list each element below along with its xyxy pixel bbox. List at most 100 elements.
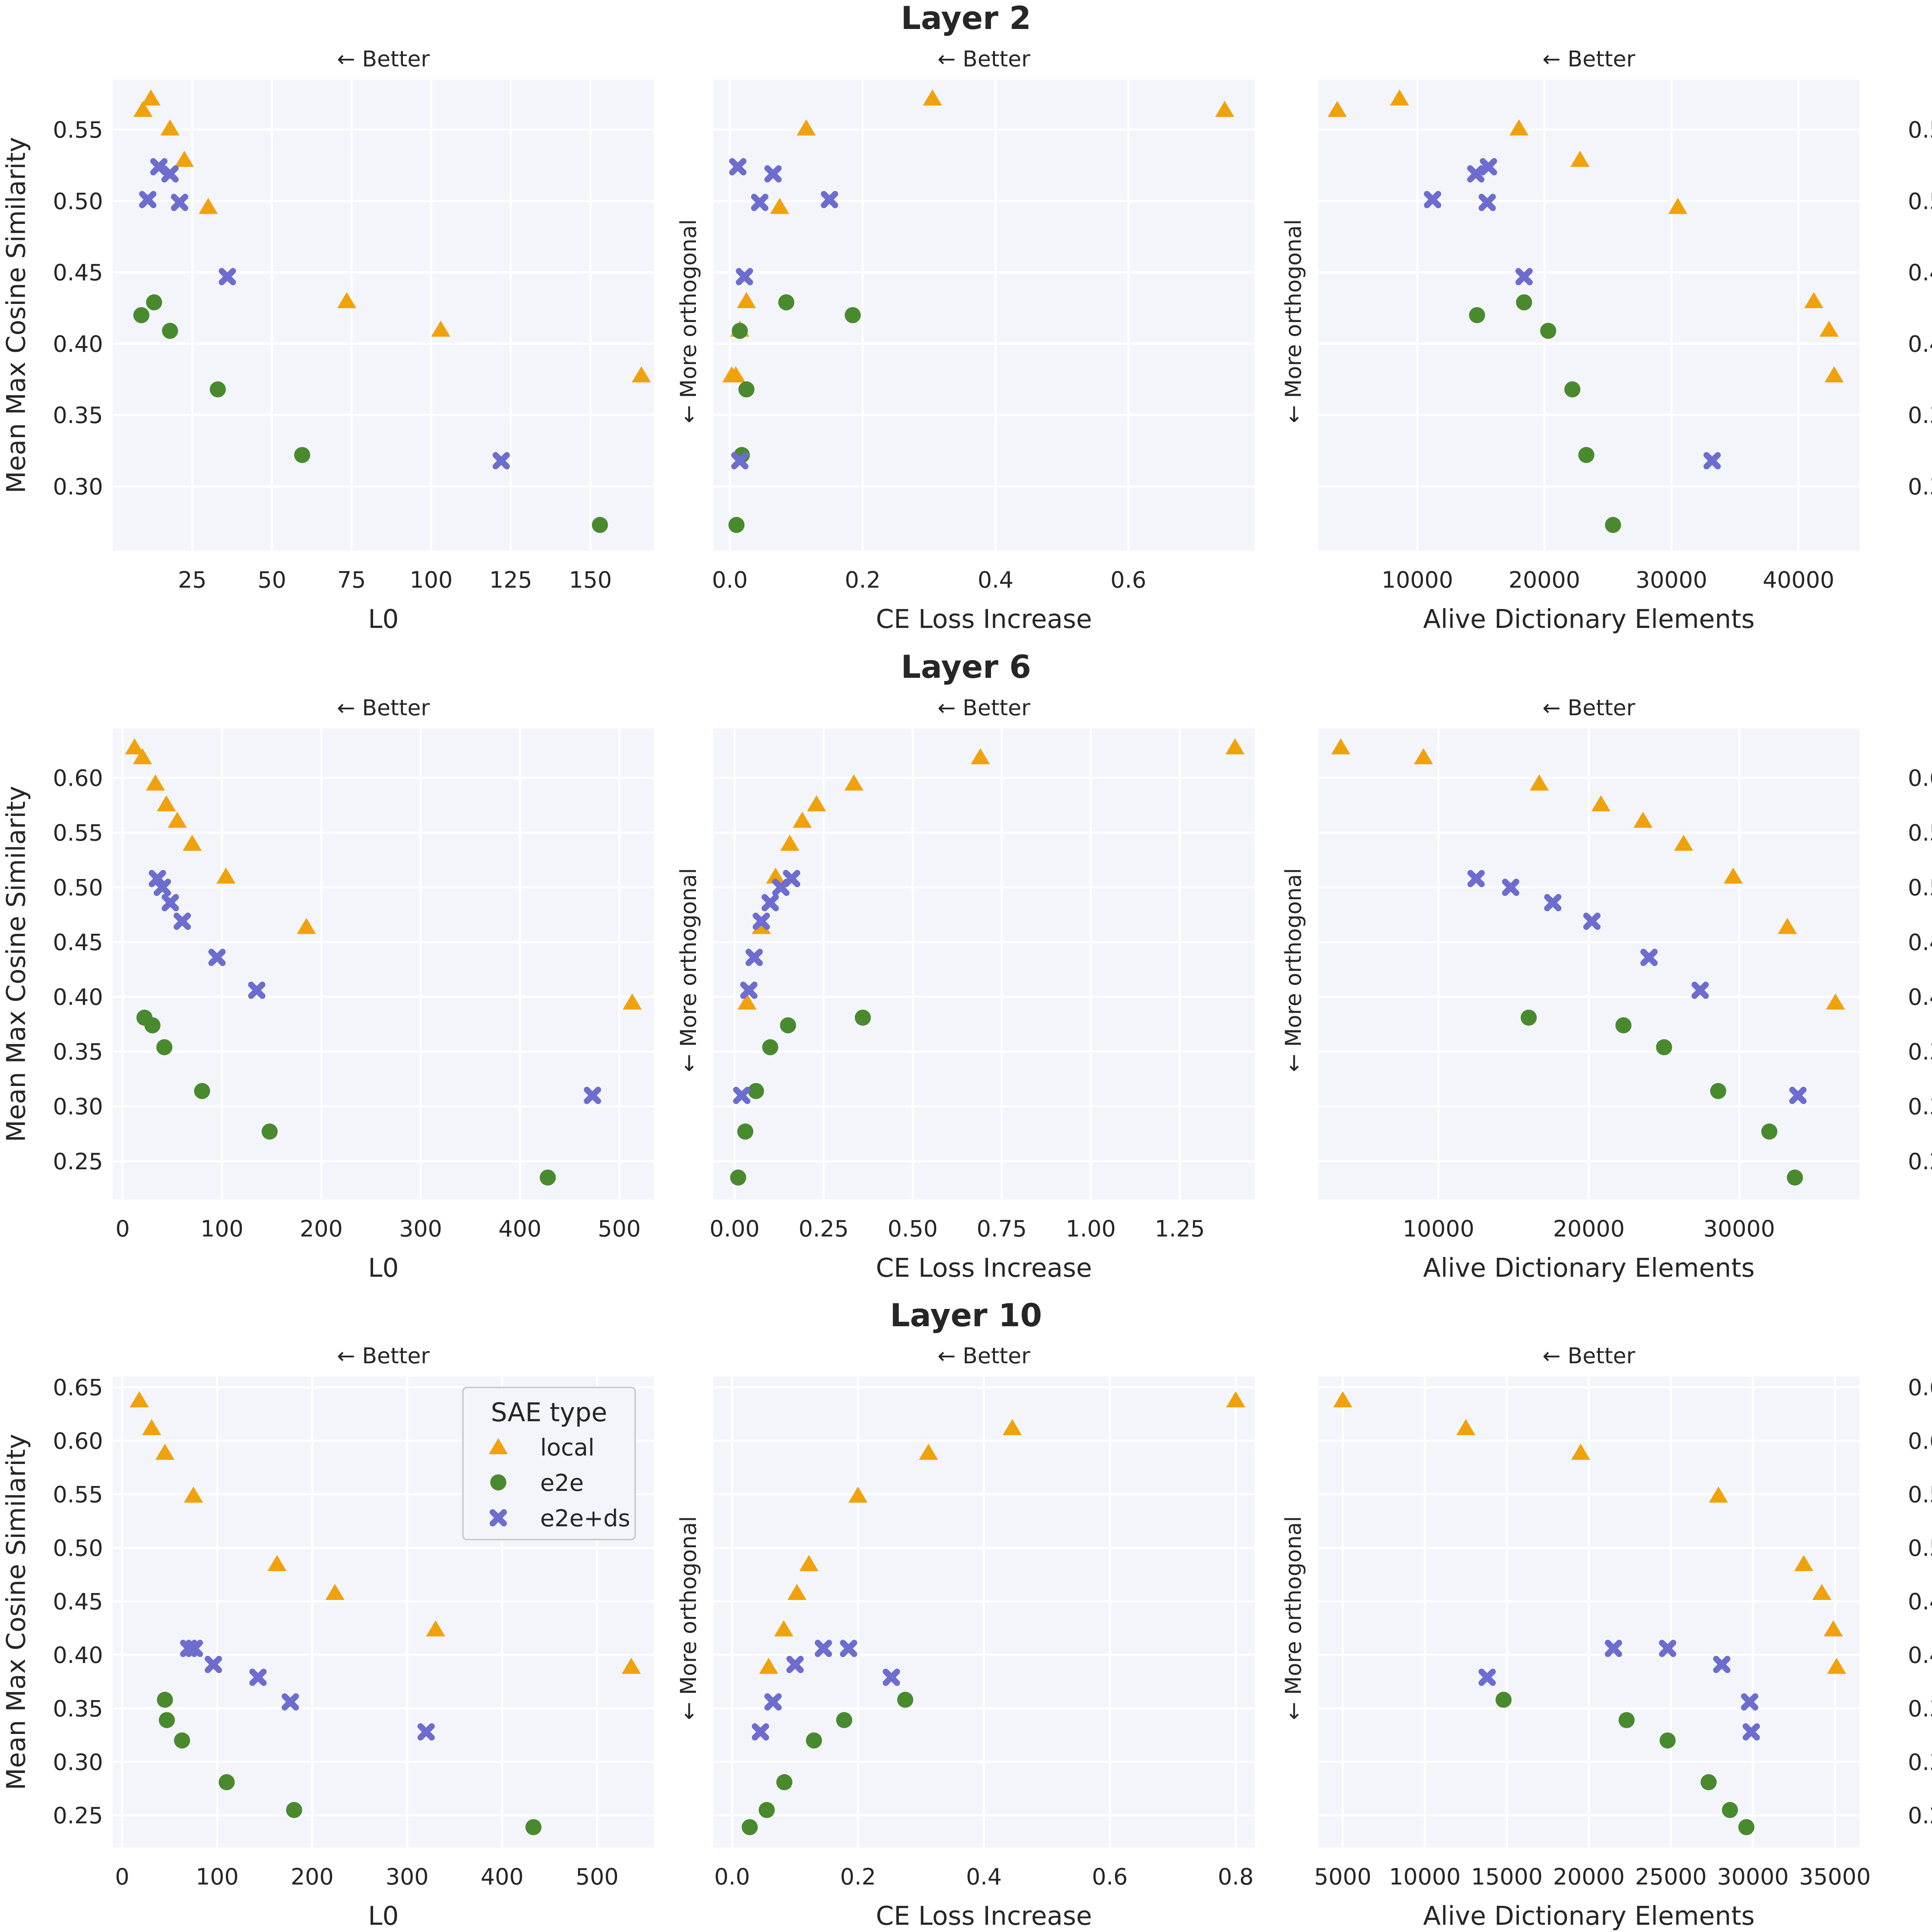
data-point-local	[1668, 198, 1688, 214]
scatter-panel: 10000 20000 30000 0.25 0.30 0.35 0.40 0.45 0.50 0…	[1281, 695, 1932, 1283]
data-point-e2e-plus-ds	[1742, 1723, 1760, 1741]
legend-title: SAE type	[491, 1398, 607, 1428]
y-tick-label: 0.35	[53, 1039, 103, 1065]
data-point-e2e	[1540, 323, 1556, 339]
data-point-local	[426, 1620, 446, 1637]
y-tick-label: 0.45	[1908, 930, 1932, 956]
x-tick-label: 5000	[1314, 1864, 1372, 1890]
x-tick-label: 0.2	[840, 1864, 876, 1890]
x-tick-label: 300	[399, 1216, 442, 1242]
y-tick-label: 0.55	[1908, 820, 1932, 846]
data-point-e2e	[156, 1039, 173, 1055]
data-point-e2e	[133, 307, 150, 323]
x-tick-label: 20000	[1553, 1864, 1624, 1890]
y-axis-label: Mean Max Cosine Similarity	[2, 1434, 31, 1790]
better-annotation: ← Better	[937, 695, 1030, 720]
data-point-e2e	[728, 517, 745, 533]
data-point-local	[1003, 1419, 1022, 1435]
data-point-local	[130, 1391, 149, 1408]
plot-area	[713, 80, 1255, 551]
y-tick-label: 0.50	[53, 1535, 103, 1561]
data-point-e2e-plus-ds	[153, 879, 171, 896]
x-tick-label: 1.25	[1155, 1216, 1205, 1242]
data-point-e2e-plus-ds	[248, 981, 266, 999]
data-point-e2e-plus-ds	[417, 1723, 435, 1741]
x-tick-label: 10000	[1403, 1216, 1474, 1242]
data-point-e2e-plus-ds	[740, 981, 758, 999]
data-point-local	[1390, 89, 1409, 106]
y-tick-label: 0.45	[1908, 260, 1932, 286]
better-annotation: ← Better	[1542, 1343, 1635, 1368]
scatter-panel: 0 100 200 300 400 500 0.25 0.30 0.35 0.40 0.45 0.50…	[2, 695, 654, 1283]
data-point-local	[167, 811, 187, 828]
row-titles: Layer 2 Layer 6 Layer 10	[890, 0, 1042, 1334]
row-title-layer: Layer 2	[901, 0, 1031, 37]
data-point-e2e	[1615, 1017, 1632, 1034]
plot-area	[1318, 80, 1860, 551]
data-point-local	[726, 366, 745, 382]
data-point-local	[737, 993, 757, 1010]
data-point-e2e	[1516, 294, 1532, 311]
data-point-e2e	[806, 1732, 822, 1749]
x-tick-label: 100	[410, 567, 453, 593]
x-tick-label: 0.4	[966, 1864, 1002, 1890]
data-point-e2e-plus-ds	[492, 452, 510, 470]
y-tick-label: 0.50	[1908, 188, 1932, 215]
y-tick-label: 0.55	[53, 1482, 103, 1508]
data-point-e2e-plus-ds	[764, 1693, 782, 1711]
x-tick-label: 300	[386, 1864, 429, 1890]
data-point-e2e-plus-ds	[840, 1639, 857, 1657]
y-tick-label: 0.35	[53, 402, 103, 429]
x-tick-label: 30000	[1717, 1864, 1789, 1890]
scatter-panel: 0.0 0.2 0.4 0.6 CE Loss Increase ← Better ← Mo…	[676, 46, 1255, 634]
x-axis-label: Alive Dictionary Elements	[1423, 1901, 1755, 1931]
x-tick-label: 0.4	[978, 567, 1013, 593]
y-tick-label: 0.45	[53, 930, 103, 956]
orthogonal-annotation: ← More orthogonal	[676, 1516, 701, 1720]
y-tick-label: 0.35	[53, 1696, 103, 1722]
x-tick-label: 25000	[1635, 1864, 1707, 1890]
better-annotation: ← Better	[937, 1343, 1030, 1368]
x-tick-label: 15000	[1471, 1864, 1543, 1890]
data-point-local	[267, 1555, 287, 1571]
legend-box	[462, 1387, 636, 1540]
data-point-local	[1571, 1443, 1590, 1460]
data-point-e2e	[144, 1017, 161, 1034]
data-point-e2e	[836, 1712, 852, 1728]
y-tick-label: 0.40	[1908, 985, 1932, 1011]
data-point-e2e-plus-ds	[584, 1087, 601, 1104]
data-point-local	[141, 89, 161, 106]
data-point-local	[919, 1443, 938, 1460]
data-point-e2e-plus-ds	[1605, 1639, 1622, 1657]
y-tick-label: 0.40	[1908, 1642, 1932, 1668]
x-axis-label: CE Loss Increase	[876, 1253, 1092, 1283]
y-tick-label: 0.60	[53, 765, 103, 791]
x-tick-label: 0.0	[714, 1864, 750, 1890]
data-point-e2e-plus-ds	[729, 158, 747, 175]
data-point-local	[1724, 867, 1743, 884]
x-tick-label: 500	[576, 1864, 619, 1890]
y-tick-label: 0.45	[1908, 1589, 1932, 1615]
data-point-e2e-plus-ds	[1713, 1655, 1731, 1673]
y-tick-label: 0.50	[1908, 875, 1932, 901]
data-point-e2e	[525, 1819, 542, 1835]
y-tick-label: 0.40	[53, 331, 103, 357]
x-tick-label: 1.00	[1066, 1216, 1116, 1242]
data-point-local	[184, 1486, 203, 1503]
data-point-local	[1509, 119, 1529, 136]
data-point-e2e	[1605, 517, 1621, 533]
data-point-local	[216, 867, 236, 884]
data-point-local	[1812, 1584, 1832, 1600]
x-tick-label: 50	[258, 567, 286, 593]
scatter-panel: 25 50 75 100 125 150 0.30 0.35 0.40 0.45 0.50 0.55 L…	[2, 46, 654, 634]
y-tick-label: 0.55	[53, 117, 103, 143]
data-point-e2e-plus-ds	[1789, 1087, 1807, 1104]
orthogonal-annotation: ← More orthogonal	[676, 219, 701, 423]
data-point-e2e	[1618, 1712, 1635, 1728]
data-point-local	[793, 811, 812, 828]
x-tick-label: 0.25	[799, 1216, 849, 1242]
data-point-e2e	[1521, 1009, 1537, 1026]
x-tick-label: 0.00	[710, 1216, 760, 1242]
data-point-e2e	[162, 323, 178, 339]
data-point-e2e-plus-ds	[249, 1668, 267, 1686]
